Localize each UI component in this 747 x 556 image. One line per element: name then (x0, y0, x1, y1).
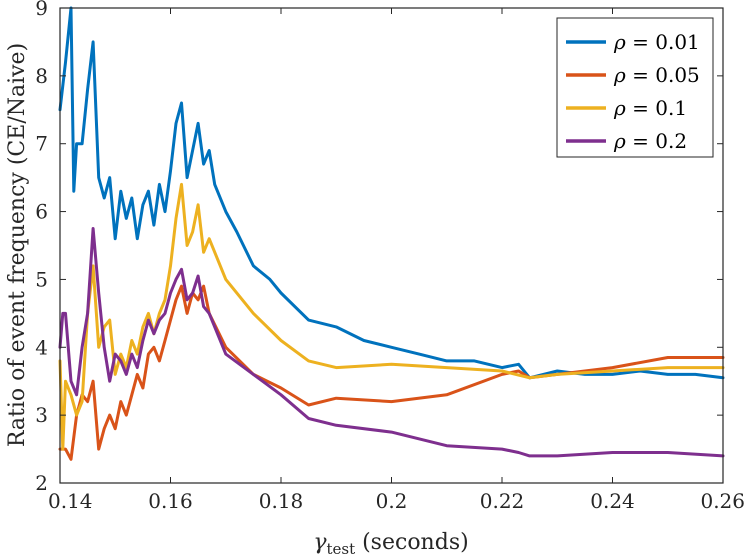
legend-label-3: ρ = 0.2 (613, 129, 687, 153)
legend-label-0: ρ = 0.01 (613, 30, 700, 54)
x-tick-label: 0.2 (376, 489, 408, 513)
x-tick-label: 0.22 (480, 489, 525, 513)
series-layer (58, 6, 725, 461)
x-tick-label: 0.24 (590, 489, 635, 513)
legend-value: = 0.05 (626, 63, 700, 87)
legend-value: = 0.2 (626, 129, 687, 153)
y-tick-label: 2 (35, 471, 48, 495)
x-axis-label-symbol: γ (313, 530, 327, 555)
y-tick-label: 7 (35, 132, 48, 156)
y-tick-label: 8 (35, 64, 48, 88)
y-tick-label: 9 (35, 0, 48, 20)
legend-label-2: ρ = 0.1 (613, 96, 687, 120)
x-tick-label: 0.14 (48, 489, 93, 513)
series-line-2 (58, 182, 725, 451)
x-tick-label: 0.26 (700, 489, 745, 513)
x-tick-label: 0.16 (148, 489, 193, 513)
x-tick-label: 0.18 (259, 489, 304, 513)
x-axis-label-units: (seconds) (355, 530, 469, 555)
y-ticks: 2 3 4 5 6 7 8 9 (35, 0, 723, 495)
series-line-3 (58, 227, 725, 458)
y-tick-label: 5 (35, 267, 48, 291)
legend-symbol: ρ (613, 63, 626, 87)
y-tick-label: 3 (35, 403, 48, 427)
y-axis-label: Ratio of event frequency (CE/Naive) (5, 43, 30, 447)
legend: ρ = 0.01ρ = 0.05ρ = 0.1ρ = 0.2 (556, 17, 714, 158)
x-axis-label-subscript: test (326, 540, 355, 556)
y-tick-label: 4 (35, 335, 48, 359)
series-line-0 (58, 6, 725, 380)
series-line-1 (58, 284, 725, 461)
legend-value: = 0.01 (626, 30, 700, 54)
x-ticks: 0.14 0.16 0.18 0.2 0.22 0.24 0.26 (48, 8, 745, 513)
x-axis-label: γtest (seconds) (313, 530, 468, 556)
legend-symbol: ρ (613, 96, 626, 120)
legend-label-1: ρ = 0.05 (613, 63, 700, 87)
legend-symbol: ρ (613, 30, 626, 54)
legend-symbol: ρ (613, 129, 626, 153)
y-tick-label: 6 (35, 200, 48, 224)
legend-value: = 0.1 (626, 96, 687, 120)
